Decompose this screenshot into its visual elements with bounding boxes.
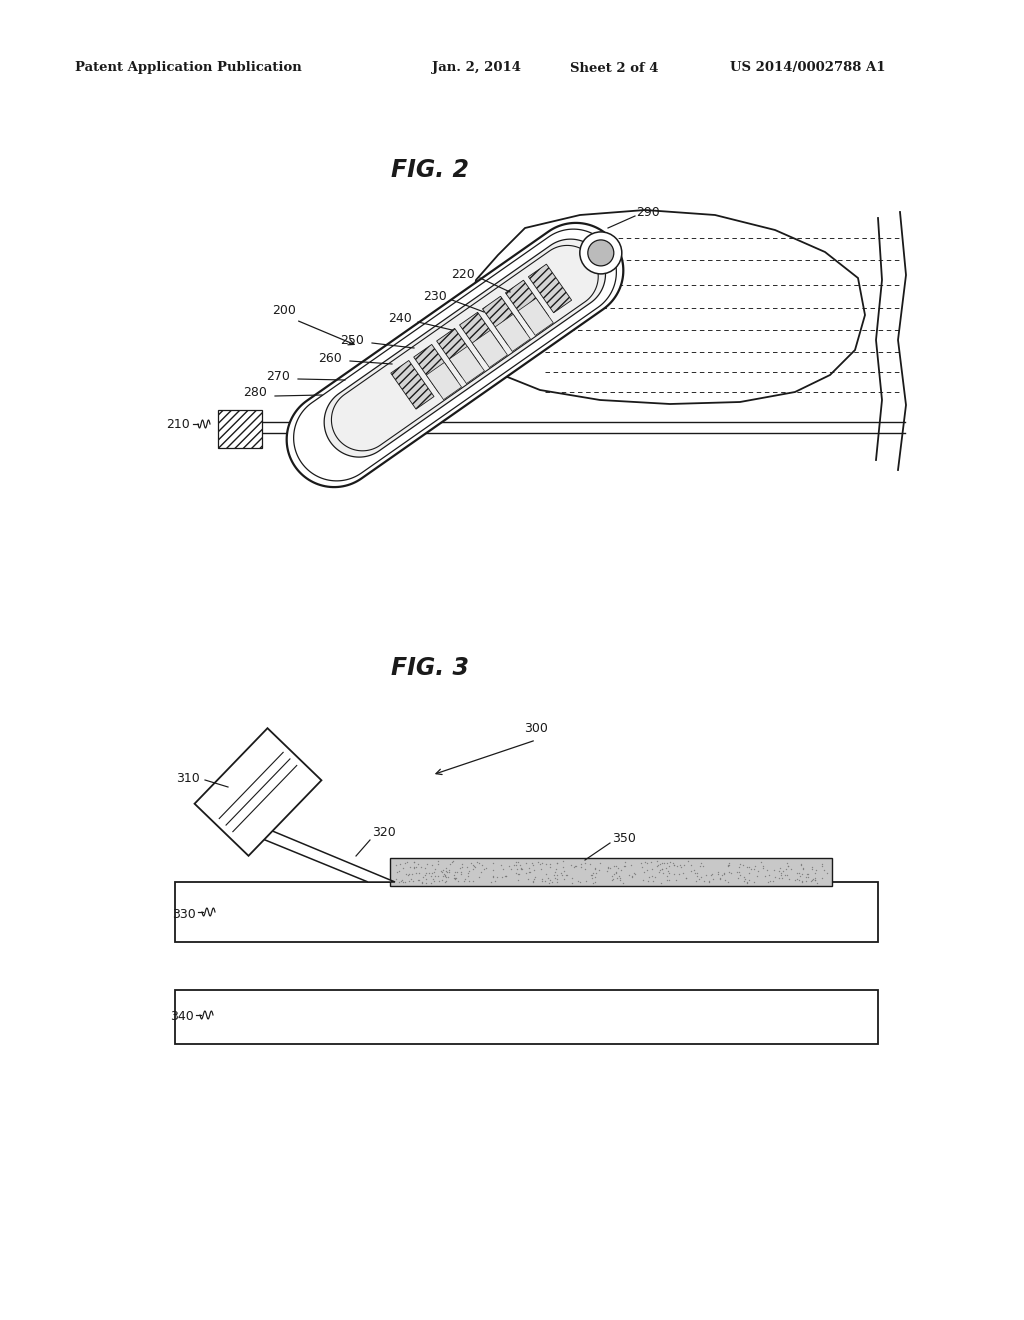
Polygon shape [226,824,395,882]
Text: Jan. 2, 2014: Jan. 2, 2014 [432,62,521,74]
Polygon shape [436,329,480,378]
Text: 290: 290 [636,206,659,219]
Text: 240: 240 [388,312,412,325]
Polygon shape [325,239,605,457]
Text: 200: 200 [272,304,296,317]
Text: 300: 300 [524,722,548,734]
Polygon shape [414,345,457,393]
Text: 340: 340 [170,1011,194,1023]
Polygon shape [218,411,262,447]
Polygon shape [390,858,831,886]
Text: 210: 210 [166,417,189,430]
Polygon shape [470,210,865,404]
Polygon shape [472,330,508,367]
Text: 260: 260 [318,351,342,364]
Circle shape [580,232,622,275]
Polygon shape [496,314,530,351]
Polygon shape [195,729,322,855]
Text: 280: 280 [243,387,267,400]
Text: Patent Application Publication: Patent Application Publication [75,62,302,74]
Text: 350: 350 [612,832,636,845]
Text: 270: 270 [266,370,290,383]
Polygon shape [391,360,434,409]
Polygon shape [506,280,549,329]
Text: 310: 310 [176,771,200,784]
Text: 220: 220 [452,268,475,281]
Polygon shape [528,264,571,313]
Text: 320: 320 [372,825,395,838]
Text: Sheet 2 of 4: Sheet 2 of 4 [570,62,658,74]
Text: 230: 230 [423,289,446,302]
Text: US 2014/0002788 A1: US 2014/0002788 A1 [730,62,886,74]
Text: 330: 330 [172,908,196,920]
Polygon shape [460,313,503,360]
Polygon shape [450,346,484,384]
Polygon shape [175,990,878,1044]
Polygon shape [518,298,553,335]
Text: 250: 250 [340,334,364,346]
Polygon shape [175,882,878,942]
Text: FIG. 2: FIG. 2 [391,158,469,182]
Circle shape [588,240,613,265]
Polygon shape [287,223,624,487]
Text: FIG. 3: FIG. 3 [391,656,469,680]
Polygon shape [426,363,462,400]
Polygon shape [482,296,525,345]
